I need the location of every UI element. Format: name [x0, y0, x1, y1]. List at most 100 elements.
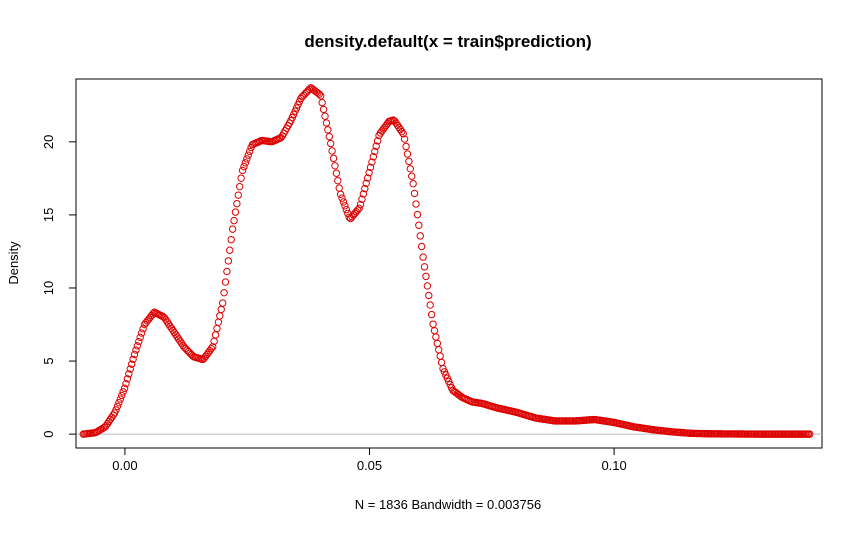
data-point [345, 213, 353, 221]
data-point [433, 339, 442, 348]
plot-frame [75, 78, 823, 449]
data-point [361, 184, 369, 193]
data-point [416, 232, 424, 240]
data-point [425, 291, 433, 300]
data-point [356, 200, 365, 209]
data-point [233, 199, 241, 208]
data-point [363, 174, 372, 182]
data-point [806, 430, 814, 438]
data-point [214, 318, 223, 326]
data-point [118, 391, 126, 400]
data-point [423, 282, 432, 290]
data-point [139, 325, 147, 333]
data-point [130, 350, 139, 359]
data-point [321, 112, 329, 120]
x-axis-label: N = 1836 Bandwidth = 0.003756 [355, 497, 541, 512]
data-point [419, 253, 427, 261]
data-point [402, 142, 410, 151]
data-point [220, 289, 228, 297]
data-point [149, 310, 157, 318]
data-point [427, 310, 436, 319]
data-point [335, 184, 343, 192]
data-point [243, 155, 251, 163]
data-point [224, 257, 233, 265]
data-point [417, 242, 426, 251]
data-point [324, 126, 332, 134]
data-point [132, 346, 140, 354]
data-point [230, 216, 238, 225]
x-axis: 0.00 0.05 0.10 [112, 447, 627, 473]
data-point [240, 162, 248, 171]
data-point [213, 324, 221, 333]
data-point [415, 221, 423, 229]
data-point [341, 202, 349, 210]
data-point [217, 305, 225, 314]
data-point [125, 370, 133, 378]
data-point [127, 360, 136, 368]
data-point [115, 398, 123, 407]
data-point [228, 225, 237, 233]
data-point [400, 135, 409, 143]
x-tick-label: 0.00 [112, 458, 137, 473]
data-point [436, 352, 444, 360]
data-point [399, 130, 407, 138]
data-point [122, 379, 130, 388]
data-point [221, 278, 230, 286]
data-point [315, 90, 324, 98]
data-point [429, 320, 437, 328]
x-tick-label: 0.10 [601, 458, 626, 473]
data-point [123, 375, 132, 383]
data-point [365, 168, 373, 177]
y-tick-label: 5 [41, 357, 56, 364]
data-point [326, 139, 335, 148]
data-point [371, 147, 379, 156]
data-point [120, 384, 129, 392]
data-point [223, 267, 231, 276]
data-point [373, 137, 382, 145]
data-point [113, 402, 122, 411]
data-point [218, 299, 227, 307]
data-point [119, 388, 127, 396]
data-point [422, 272, 430, 281]
data-point [403, 150, 412, 158]
data-point [126, 365, 134, 373]
data-point [234, 191, 242, 199]
data-point [238, 166, 247, 175]
data-point [366, 163, 375, 172]
data-point [410, 189, 419, 198]
data-point [336, 190, 345, 199]
data-point [244, 151, 252, 159]
data-point [137, 329, 146, 337]
data-point [227, 235, 235, 244]
data-point [135, 337, 143, 346]
data-point [241, 159, 250, 167]
data-point [332, 169, 341, 177]
data-point [216, 312, 224, 320]
y-tick-label: 20 [41, 135, 56, 149]
data-point [226, 246, 234, 254]
density-series [79, 84, 814, 438]
data-point [430, 326, 439, 335]
data-point [432, 333, 440, 341]
data-point [412, 200, 420, 208]
data-point [339, 198, 348, 206]
data-point [209, 343, 217, 351]
data-point [420, 263, 429, 271]
y-tick-label: 0 [41, 430, 56, 437]
data-point [405, 157, 413, 166]
data-point [369, 153, 378, 161]
data-point [372, 142, 380, 150]
data-point [211, 331, 220, 339]
y-tick-label: 10 [41, 281, 56, 295]
data-point [426, 301, 434, 309]
y-axis: 0 5 10 15 20 [41, 135, 77, 438]
x-tick-label: 0.05 [357, 458, 382, 473]
data-point [358, 195, 366, 203]
data-point [437, 358, 446, 367]
data-point [398, 127, 406, 136]
data-point [362, 179, 370, 187]
data-point [322, 119, 331, 127]
data-point [318, 98, 326, 107]
data-point [435, 346, 443, 354]
